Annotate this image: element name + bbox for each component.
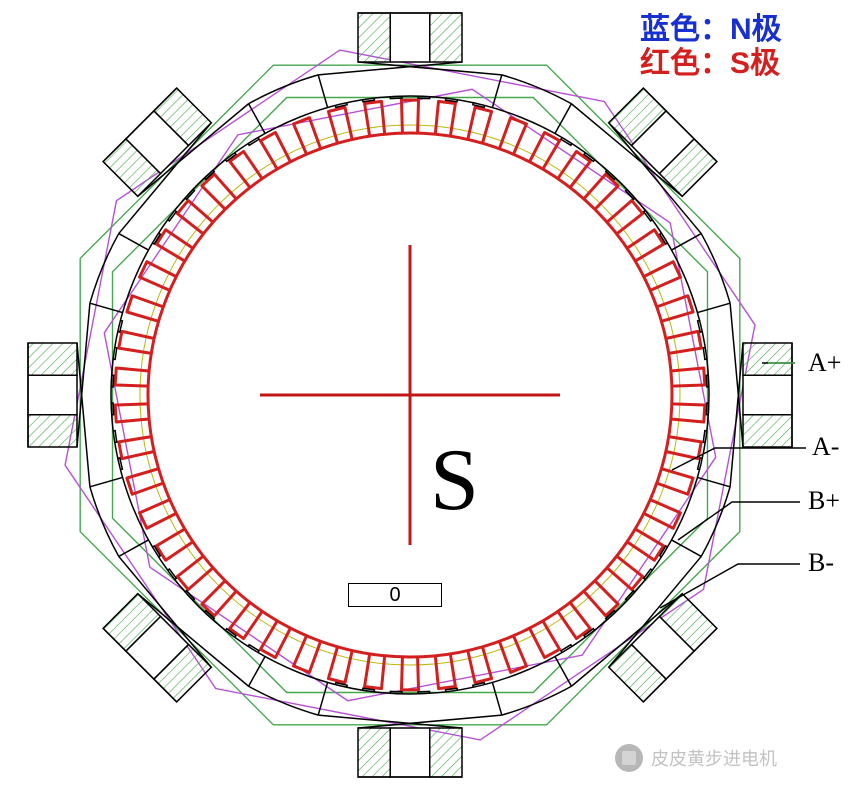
label-b-plus: B+ [808, 486, 840, 516]
watermark-text: 皮皮黄步进电机 [651, 745, 777, 771]
zero-indicator-box: 0 [348, 583, 442, 607]
watermark: 皮皮黄步进电机 [615, 744, 777, 772]
label-a-plus: A+ [808, 348, 841, 378]
rotor-pole-letter: S [430, 430, 479, 531]
wechat-icon [615, 744, 643, 772]
label-b-minus: B- [808, 548, 834, 578]
legend-s-pole: 红色：S极 [640, 38, 780, 82]
label-a-minus: A- [812, 432, 839, 462]
